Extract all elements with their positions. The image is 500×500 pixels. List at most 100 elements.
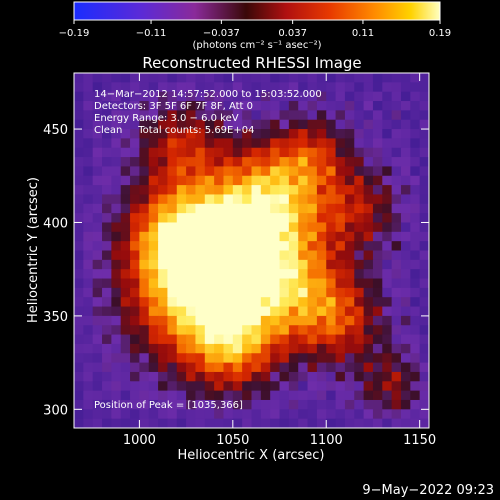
heatmap-cell (111, 418, 122, 428)
heatmap-cell (167, 110, 178, 121)
heatmap-cell (214, 91, 225, 102)
heatmap-cell (372, 147, 383, 158)
heatmap-cell (148, 101, 159, 111)
heatmap-cell (139, 138, 150, 149)
heatmap-cell (130, 399, 140, 410)
heatmap-cell (195, 325, 206, 336)
heatmap-cell (148, 315, 159, 326)
heatmap-cell (120, 203, 131, 214)
heatmap-cell (419, 185, 429, 196)
heatmap-cell (204, 269, 215, 280)
heatmap-cell (111, 222, 122, 233)
heatmap-cell (158, 371, 169, 382)
heatmap-cell (382, 213, 393, 224)
heatmap-cell (242, 213, 253, 224)
heatmap-cell (354, 297, 365, 308)
heatmap-cell (214, 213, 225, 224)
heatmap-cell (167, 73, 178, 83)
heatmap-cell (344, 362, 355, 373)
heatmap-cell (410, 278, 421, 289)
heatmap-cell (316, 418, 327, 428)
heatmap-cell (223, 129, 234, 139)
heatmap-cell (195, 73, 206, 83)
heatmap-cell (298, 353, 309, 364)
heatmap-cell (158, 73, 169, 83)
heatmap-cell (410, 203, 421, 214)
heatmap-cell (242, 297, 253, 308)
heatmap-cell (298, 306, 309, 317)
heatmap-cell (279, 334, 290, 345)
heatmap-cell (130, 213, 140, 224)
heatmap-cell (148, 222, 159, 233)
heatmap-cell (74, 147, 84, 158)
heatmap-cell (251, 231, 262, 242)
heatmap-cell (158, 399, 169, 410)
heatmap-cell (102, 353, 112, 364)
heatmap-cell (251, 334, 262, 345)
heatmap-cell (382, 390, 393, 401)
heatmap-cell (410, 362, 421, 373)
heatmap-cell (251, 418, 262, 428)
heatmap-cell (74, 166, 84, 177)
heatmap-cell (74, 129, 84, 139)
heatmap-cell (186, 269, 197, 280)
heatmap-cell (410, 297, 421, 308)
heatmap-cell (158, 175, 169, 186)
heatmap-cell (391, 129, 402, 139)
heatmap-cell (92, 91, 103, 102)
heatmap-cell (111, 306, 122, 317)
heatmap-cell (326, 119, 337, 130)
heatmap-cell (288, 297, 299, 308)
heatmap-cell (214, 306, 225, 317)
heatmap-cell (260, 73, 271, 83)
heatmap-cell (372, 381, 383, 392)
heatmap-cell (419, 390, 429, 401)
heatmap-cell (223, 418, 234, 428)
heatmap-cell (195, 129, 206, 139)
heatmap-cell (400, 82, 411, 93)
heatmap-cell (372, 119, 383, 130)
heatmap-cell (102, 259, 112, 270)
heatmap-cell (111, 203, 122, 214)
heatmap-cell (176, 185, 187, 196)
heatmap-cell (92, 381, 103, 392)
heatmap-cell (316, 138, 327, 149)
heatmap-cell (204, 343, 215, 354)
heatmap-cell (130, 101, 140, 111)
heatmap-cell (102, 138, 112, 149)
heatmap-cell (344, 241, 355, 252)
heatmap-cell (363, 325, 374, 336)
heatmap-cell (354, 241, 365, 252)
heatmap-cell (410, 101, 421, 111)
heatmap-cell (167, 101, 178, 111)
heatmap-cell (419, 138, 429, 149)
heatmap-cell (186, 101, 197, 111)
peak-position-label: Position of Peak = [1035,366] (94, 400, 243, 411)
heatmap-cell (391, 353, 402, 364)
heatmap-cell (410, 241, 421, 252)
heatmap-cell (410, 119, 421, 130)
heatmap-cell (130, 231, 140, 242)
heatmap-cell (382, 362, 393, 373)
heatmap-cell (372, 194, 383, 205)
heatmap-cell (270, 101, 281, 111)
heatmap-cell (158, 110, 169, 121)
heatmap-cell (83, 371, 94, 382)
heatmap-cell (148, 166, 159, 177)
heatmap-cell (335, 241, 346, 252)
heatmap-cell (111, 269, 122, 280)
heatmap-cell (382, 353, 393, 364)
heatmap-cell (260, 390, 271, 401)
heatmap-cell (242, 418, 253, 428)
heatmap-cell (410, 343, 421, 354)
heatmap-cell (232, 297, 243, 308)
heatmap-cell (372, 409, 383, 420)
heatmap-cell (83, 166, 94, 177)
colorbar-unit-label: (photons cm⁻² s⁻¹ asec⁻²) (192, 40, 321, 51)
heatmap-cell (204, 119, 215, 130)
heatmap-cell (372, 334, 383, 345)
heatmap-cell (354, 259, 365, 270)
heatmap-cell (92, 390, 103, 401)
heatmap-cell (242, 381, 253, 392)
heatmap-cell (74, 101, 84, 111)
